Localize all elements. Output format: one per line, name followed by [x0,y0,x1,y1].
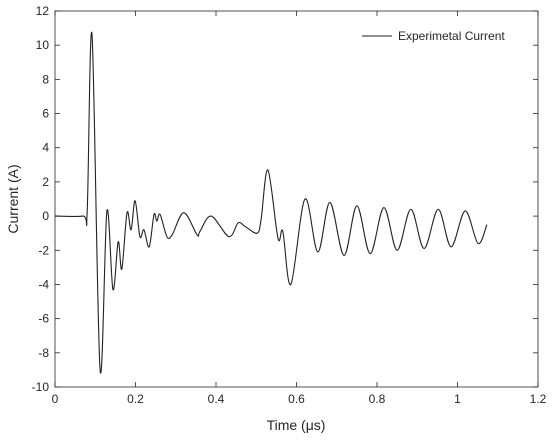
x-tick-label: 0 [52,392,59,406]
x-axis-label: Time (μs) [267,417,326,433]
data-line [54,31,488,374]
legend-label: Experimetal Current [398,29,505,43]
y-tick-label: 4 [42,141,49,155]
plot-frame [54,10,539,388]
y-tick-label: -4 [38,277,49,291]
y-axis-label: Current (A) [5,164,21,233]
y-tick-label: 10 [36,38,50,52]
x-tick-label: 1.2 [530,392,547,406]
x-tick-label: 0.2 [127,392,144,406]
y-tick-label: -6 [38,312,49,326]
y-tick-label: 8 [42,72,49,86]
x-tick-label: 1 [454,392,461,406]
x-tick-label: 0.6 [288,392,305,406]
y-tick-label: -2 [38,243,49,257]
x-tick-label: 0.4 [208,392,225,406]
x-tick-label: 0.8 [369,392,386,406]
y-tick-label: 6 [42,107,49,121]
y-tick-label: 12 [36,4,50,18]
y-tick-label: 2 [42,175,49,189]
y-tick-label: -10 [32,380,50,394]
y-tick-label: -8 [38,346,49,360]
y-tick-label: 0 [42,209,49,223]
